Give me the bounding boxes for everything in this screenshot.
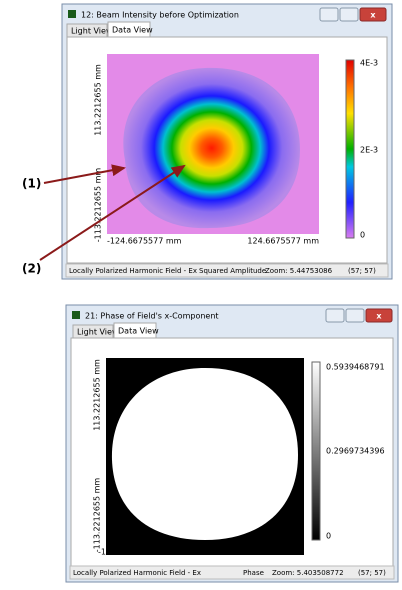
colorbar (345, 59, 355, 239)
tab-label[interactable]: Light View (77, 328, 119, 337)
tab-label[interactable]: Light View (71, 27, 113, 36)
close-button[interactable] (359, 7, 387, 22)
x-label: -124.6675577 mm (107, 237, 182, 246)
maximize-button[interactable] (339, 7, 359, 22)
status-text: Zoom: 5.44753086 (265, 267, 333, 275)
window-title: 21: Phase of Field's x-Component (85, 312, 219, 321)
annotation: (1) (22, 177, 41, 191)
x-label: -124.6675577 mm (98, 548, 173, 557)
minimize-button[interactable] (325, 308, 345, 323)
status-text: Phase (243, 569, 264, 577)
tab-label[interactable]: Data View (118, 327, 159, 336)
colorbar-label: 0.2969734396 (326, 447, 385, 456)
svg-text:x: x (376, 312, 382, 321)
annotation: (2) (22, 262, 41, 276)
x-label: 124.6675577 mm (247, 237, 319, 246)
window-icon (68, 10, 76, 18)
minimize-button[interactable] (319, 7, 339, 22)
window-1: 12: Beam Intensity before Optimization x… (61, 3, 393, 280)
colorbar-label: 0 (360, 231, 365, 240)
window-icon (72, 311, 80, 319)
status-text: (57; 57) (358, 569, 386, 577)
status-text: (57; 57) (348, 267, 376, 275)
tab-label[interactable]: Data View (112, 26, 153, 35)
close-button[interactable] (365, 308, 393, 323)
colorbar-label: 4E-3 (360, 59, 378, 68)
arrow (39, 164, 186, 261)
colorbar-label: 2E-3 (360, 146, 378, 155)
colorbar (311, 361, 321, 541)
status-text: Locally Polarized Harmonic Field - Ex (69, 267, 197, 275)
status-bar (69, 565, 395, 580)
y-label: -113.2212655 mm (94, 168, 103, 243)
maximize-button[interactable] (345, 308, 365, 323)
arrow (43, 164, 126, 184)
y-label: 113.2212655 mm (94, 64, 103, 136)
y-label: 113.2212655 mm (93, 359, 102, 431)
colorbar-label: 0 (326, 532, 331, 541)
status-text: Locally Polarized Harmonic Field - Ex (73, 569, 201, 577)
x-label: 124.6675577 mm (231, 548, 303, 557)
status-text: Squared Amplitude (199, 267, 266, 275)
colorbar-label: 0.5939468791 (326, 363, 385, 372)
status-bar (65, 263, 389, 278)
window-2: 21: Phase of Field's x-Component x Light… (65, 304, 399, 583)
window-title: 12: Beam Intensity before Optimization (81, 11, 239, 20)
y-label: -113.2212655 mm (93, 478, 102, 553)
status-text: Zoom: 5.403508772 (272, 569, 344, 577)
svg-text:x: x (370, 11, 376, 20)
